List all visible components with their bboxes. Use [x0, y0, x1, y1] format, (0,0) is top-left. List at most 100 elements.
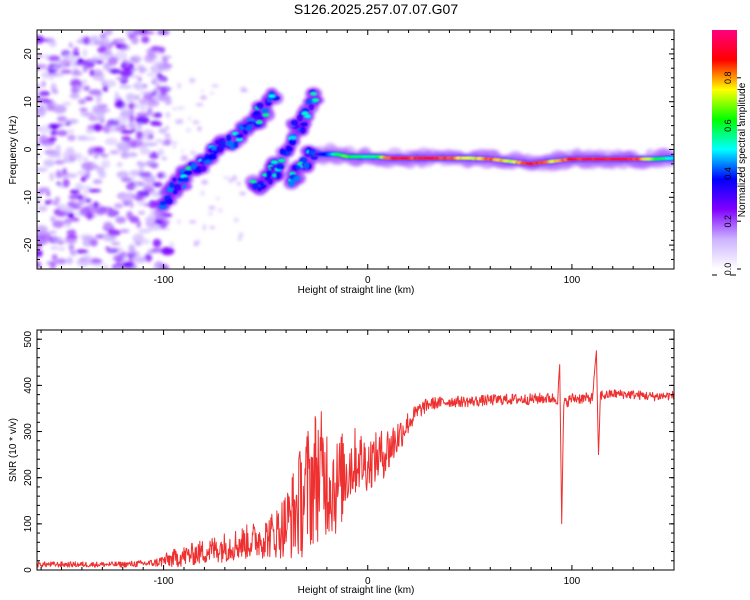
colorbar-tick-label: 0.6 [723, 119, 733, 132]
heatmap-cell [144, 160, 158, 166]
heatmap-cell [211, 84, 219, 88]
heatmap-cell [64, 121, 72, 127]
heatmap-cell [50, 83, 57, 92]
heatmap-cell [185, 166, 193, 171]
heatmap-cell [208, 211, 214, 216]
heatmap-cell [179, 118, 184, 125]
heatmap-cell [102, 124, 112, 134]
heatmap-cell [136, 190, 151, 197]
heatmap-cell [165, 112, 171, 118]
heatmap-cell [37, 54, 44, 59]
colorbar-tick-label: 0.2 [723, 215, 733, 228]
spectrogram-x-tick-label: 100 [564, 275, 581, 286]
snr-y-tick-label: 100 [23, 515, 34, 532]
heatmap-cell [49, 124, 59, 130]
spectrogram-x-axis-label: Height of straight line (km) [298, 285, 415, 296]
heatmap-cell [96, 111, 105, 121]
heatmap-cell [109, 127, 116, 133]
heatmap-cell [270, 160, 278, 164]
heatmap-cell [121, 135, 132, 143]
heatmap-cell [88, 148, 93, 155]
heatmap-cell [59, 207, 73, 212]
heatmap-cell [39, 125, 51, 134]
heatmap-cell [49, 172, 55, 182]
heatmap-cell [60, 49, 71, 58]
heatmap-cell [164, 100, 171, 106]
heatmap-cell [161, 55, 172, 59]
heatmap-cell [54, 196, 61, 204]
heatmap-cell [112, 38, 126, 42]
heatmap-cell [50, 245, 59, 251]
heatmap-cell [306, 98, 312, 105]
heatmap-cell [66, 256, 73, 265]
heatmap-cell [200, 89, 204, 93]
heatmap-cell [167, 137, 173, 142]
heatmap-cell [116, 142, 129, 151]
spectrogram-y-axis-label: Frequency (Hz) [8, 116, 19, 185]
heatmap-cell [177, 219, 181, 224]
heatmap-cell [69, 92, 80, 99]
heatmap-cell [195, 103, 204, 106]
heatmap-cell [85, 128, 94, 134]
heatmap-cell [63, 152, 69, 161]
heatmap-cell [157, 78, 165, 83]
heatmap-cell [165, 96, 172, 102]
heatmap-cell [44, 54, 50, 60]
heatmap-cell [139, 103, 147, 112]
heatmap-cell [49, 130, 59, 136]
heatmap-cell [138, 162, 144, 171]
heatmap-cell [201, 179, 209, 185]
heatmap-cell [135, 195, 143, 201]
heatmap-cell [141, 36, 150, 44]
heatmap-cell [106, 248, 119, 254]
heatmap-cell [84, 96, 94, 101]
heatmap-cell [180, 149, 185, 153]
heatmap-cell [137, 210, 146, 215]
heatmap-cell [185, 127, 192, 133]
heatmap-cell [136, 220, 141, 229]
heatmap-cell [109, 149, 120, 155]
heatmap-cell [37, 225, 48, 234]
heatmap-cell [82, 239, 93, 247]
heatmap-cell [129, 247, 136, 252]
heatmap-cell [151, 92, 156, 96]
heatmap-cell [136, 130, 143, 140]
heatmap-cell [236, 182, 241, 186]
heatmap-cell [97, 54, 108, 61]
heatmap-cell [129, 202, 134, 209]
heatmap-cell [51, 254, 58, 261]
heatmap-cell [82, 36, 91, 45]
heatmap-cell [180, 155, 188, 162]
snr-y-tick-label: 400 [23, 377, 34, 394]
heatmap-cell [67, 134, 76, 142]
snr-panel: -100 0 100 0 100 200 300 400 500 Height of strai… [8, 329, 675, 596]
heatmap-cell [293, 175, 301, 181]
heatmap-cell [48, 136, 57, 142]
heatmap-cell [121, 61, 126, 68]
heatmap-cell [43, 159, 55, 168]
heatmap-cell [126, 210, 134, 220]
heatmap-cell [667, 156, 674, 160]
heatmap-cell [152, 238, 162, 248]
heatmap-cell [46, 260, 59, 266]
heatmap-cell [91, 162, 98, 169]
heatmap-cell [83, 156, 88, 162]
heatmap-cell [55, 258, 67, 265]
heatmap-cell [157, 148, 165, 156]
heatmap-cell [67, 173, 78, 179]
heatmap-cell [181, 176, 189, 182]
heatmap-cell [63, 221, 71, 228]
heatmap-cell [57, 247, 66, 251]
heatmap-cell [208, 153, 217, 160]
heatmap-cell [202, 224, 207, 231]
heatmap-cell [208, 205, 216, 211]
heatmap-cell [160, 87, 168, 96]
heatmap-cell [217, 207, 223, 213]
heatmap-cell [303, 162, 310, 169]
heatmap-cell [193, 240, 198, 247]
heatmap-cell [136, 64, 145, 71]
heatmap-cell [138, 98, 147, 105]
heatmap-cell [97, 46, 107, 54]
